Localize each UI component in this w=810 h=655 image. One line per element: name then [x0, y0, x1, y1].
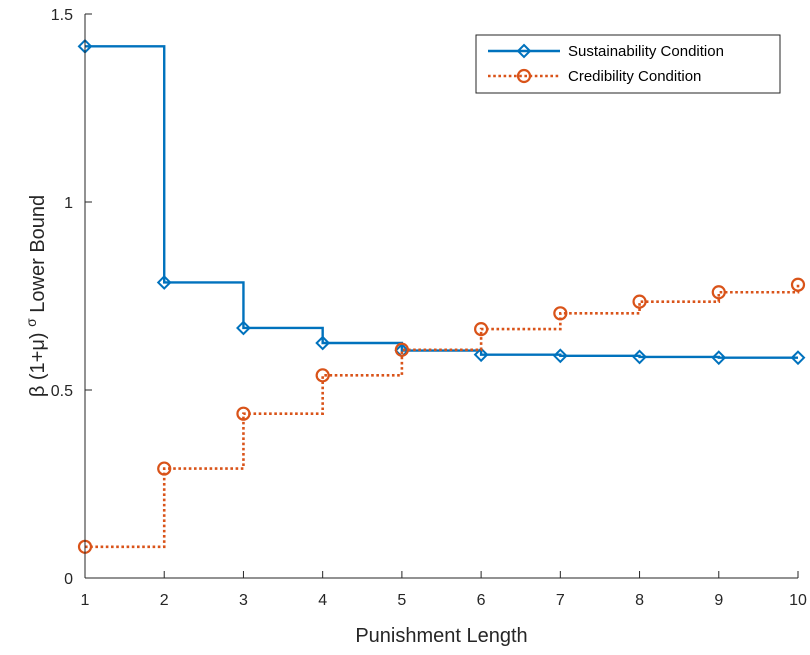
x-tick-label: 9 — [714, 592, 723, 609]
data-point-diamond — [156, 275, 172, 290]
data-point-diamond — [790, 350, 806, 366]
y-axis-title-prefix: β (1+μ) — [27, 332, 49, 397]
x-tick-label: 4 — [318, 592, 327, 609]
legend-label: Sustainability Condition — [568, 43, 724, 60]
y-tick-label: 1.5 — [51, 7, 73, 24]
x-ticks: 1 2 3 4 5 6 7 8 9 10 — [81, 571, 807, 609]
y-axis-title: β (1+μ) σ Lower Bound — [23, 195, 49, 397]
data-point-circle — [790, 277, 806, 292]
data-point-diamond — [236, 320, 251, 336]
x-tick-label: 2 — [160, 592, 169, 609]
data-point-circle — [315, 368, 330, 383]
x-tick-label: 8 — [635, 592, 644, 609]
data-point-circle — [516, 68, 532, 84]
x-tick-label: 6 — [477, 592, 486, 609]
y-tick-label: 0.5 — [51, 383, 73, 400]
data-point-diamond — [315, 335, 331, 351]
data-point-circle — [157, 461, 172, 476]
y-ticks: 0 0.5 1 1.5 — [51, 7, 92, 588]
data-point-circle — [553, 306, 568, 321]
x-axis-title: Punishment Length — [355, 625, 527, 647]
x-tick-label: 3 — [239, 592, 248, 609]
data-point-circle — [632, 294, 647, 309]
x-tick-label: 7 — [556, 592, 565, 609]
data-point-diamond — [552, 348, 568, 364]
x-tick-label: 5 — [397, 592, 406, 609]
x-tick-label: 1 — [81, 592, 90, 609]
legend: Sustainability Condition Credibility Cond… — [475, 34, 781, 94]
series-credibility — [77, 277, 806, 554]
data-point-diamond — [711, 350, 727, 366]
axes — [84, 14, 798, 579]
legend-label: Credibility Condition — [568, 68, 701, 85]
y-tick-label: 1 — [64, 195, 73, 212]
data-point-circle — [236, 406, 251, 421]
data-point-circle — [474, 321, 489, 337]
data-point-diamond — [632, 349, 647, 365]
series-line — [85, 284, 800, 549]
data-point-diamond — [473, 347, 489, 363]
data-point-circle — [394, 342, 409, 357]
y-tick-label: 0 — [64, 571, 73, 588]
y-axis-title-suffix: Lower Bound — [27, 195, 49, 313]
data-point-circle — [711, 285, 726, 300]
plot-area — [77, 38, 806, 554]
x-tick-label: 10 — [789, 592, 807, 609]
y-axis-title-sup: σ — [23, 318, 39, 327]
legend-box — [475, 34, 781, 94]
data-point-diamond — [516, 43, 532, 59]
